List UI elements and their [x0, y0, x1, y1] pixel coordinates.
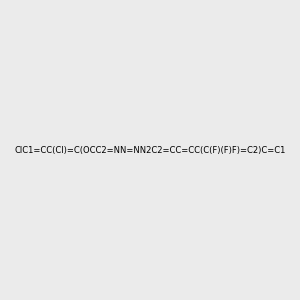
Text: ClC1=CC(Cl)=C(OCC2=NN=NN2C2=CC=CC(C(F)(F)F)=C2)C=C1: ClC1=CC(Cl)=C(OCC2=NN=NN2C2=CC=CC(C(F)(F… — [14, 146, 286, 154]
